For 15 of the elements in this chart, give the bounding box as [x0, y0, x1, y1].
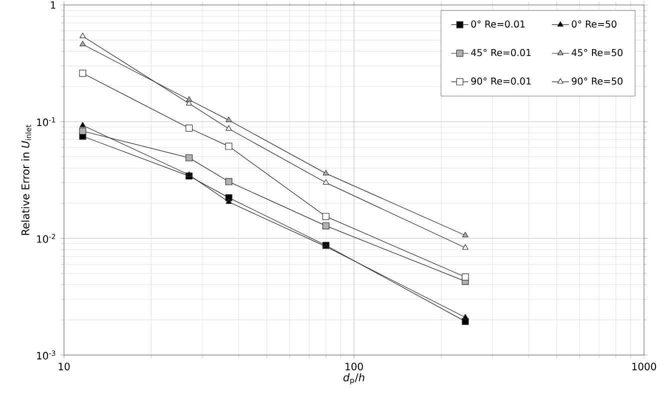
- x-tick-label: 100: [346, 362, 363, 370]
- legend-label: 90° Re=50: [572, 78, 622, 85]
- y-tick-label: 10$^{-2}$: [37, 234, 56, 243]
- y-tick-label: 10$^{-1}$: [37, 117, 56, 126]
- legend-label: 90° Re=0.01: [471, 78, 531, 85]
- x-tick-label: 1000: [632, 362, 656, 370]
- x-axis-title: d$_{p}$/h: [343, 373, 364, 384]
- legend-label: 45° Re=0.01: [471, 48, 531, 56]
- y-tick-label: 1: [50, 1, 56, 9]
- y-axis-title: Relative Error in U$_{inlet}$: [21, 124, 32, 235]
- legend-label: 0° Re=50: [572, 20, 616, 28]
- legend-label: 0° Re=0.01: [471, 20, 525, 28]
- legend-label: 45° Re=50: [572, 48, 622, 56]
- y-tick-label: 10$^{-3}$: [37, 350, 56, 360]
- x-tick-label: 10: [58, 362, 70, 370]
